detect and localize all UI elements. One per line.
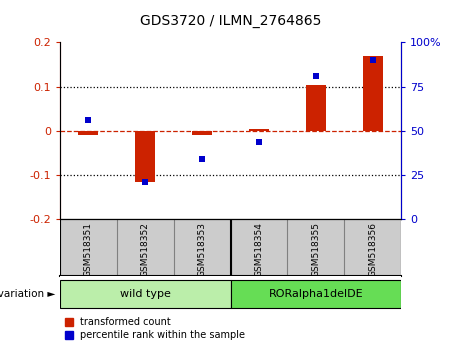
FancyBboxPatch shape [60,280,230,308]
Point [312,73,319,79]
Bar [249,129,269,131]
Text: GSM518356: GSM518356 [368,222,377,277]
Bar [135,131,155,182]
Text: GSM518355: GSM518355 [311,222,320,277]
Text: GDS3720 / ILMN_2764865: GDS3720 / ILMN_2764865 [140,14,321,28]
Text: RORalpha1delDE: RORalpha1delDE [268,289,363,299]
Text: GSM518351: GSM518351 [84,222,93,277]
Bar [363,56,383,131]
Bar [192,131,212,135]
Bar [78,131,98,135]
Text: wild type: wild type [120,289,171,299]
Point [85,118,92,123]
Legend: transformed count, percentile rank within the sample: transformed count, percentile rank withi… [65,318,245,340]
Text: GSM518353: GSM518353 [198,222,207,277]
Text: GSM518354: GSM518354 [254,222,263,277]
Point [198,156,206,162]
FancyBboxPatch shape [230,280,401,308]
Point [142,179,149,185]
Text: GSM518352: GSM518352 [141,222,150,277]
Bar [306,85,326,131]
Text: genotype/variation ►: genotype/variation ► [0,289,55,299]
Point [369,57,376,63]
Point [255,139,263,144]
